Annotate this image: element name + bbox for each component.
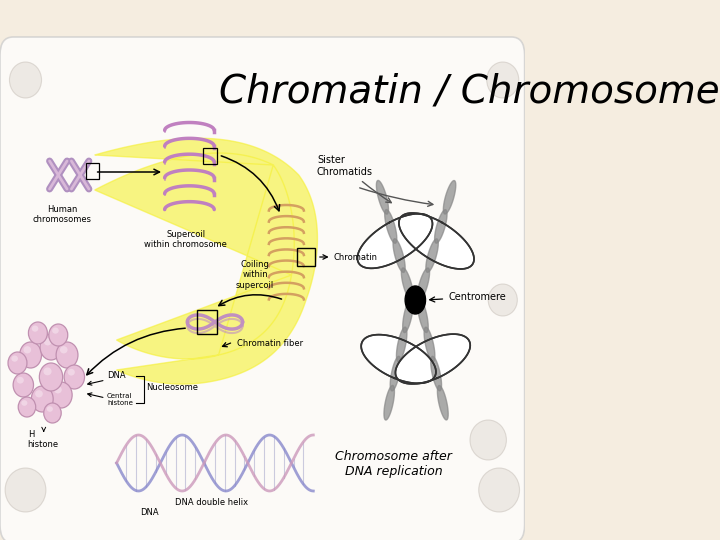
Ellipse shape [22,400,27,406]
Polygon shape [431,356,441,391]
Text: Centromere: Centromere [430,292,506,302]
Polygon shape [401,268,413,301]
Ellipse shape [17,377,24,383]
Polygon shape [417,268,430,301]
Ellipse shape [40,334,62,360]
Ellipse shape [479,468,520,512]
Polygon shape [426,239,438,272]
Text: DNA: DNA [107,372,126,381]
Polygon shape [438,386,449,420]
Polygon shape [95,138,318,384]
Polygon shape [444,180,456,214]
Bar [297,248,315,266]
Ellipse shape [40,363,63,391]
Ellipse shape [32,326,38,332]
Ellipse shape [56,342,78,368]
Ellipse shape [5,468,46,512]
Ellipse shape [8,352,27,374]
Ellipse shape [28,322,48,344]
Ellipse shape [44,403,61,423]
Ellipse shape [12,355,18,362]
Text: Chromatin: Chromatin [333,253,378,261]
Ellipse shape [9,62,42,98]
Text: Sister
Chromatids: Sister Chromatids [317,156,391,202]
Ellipse shape [487,62,519,98]
Ellipse shape [32,386,53,412]
Text: Nucleosome: Nucleosome [145,383,198,393]
Polygon shape [418,298,428,333]
Text: DNA: DNA [140,508,158,517]
Ellipse shape [19,342,42,368]
Polygon shape [357,214,433,268]
Polygon shape [393,239,405,273]
Ellipse shape [52,328,59,334]
Ellipse shape [13,373,34,397]
Text: Chromatin fiber: Chromatin fiber [237,339,303,348]
Text: H
histone: H histone [27,430,59,449]
Bar [202,148,217,164]
Text: Supercoil
within chromosome: Supercoil within chromosome [145,230,228,249]
Polygon shape [402,298,413,333]
Ellipse shape [35,390,42,397]
Polygon shape [384,386,395,420]
Ellipse shape [54,386,62,394]
Polygon shape [361,335,436,383]
Ellipse shape [44,338,52,346]
FancyBboxPatch shape [0,37,525,540]
Polygon shape [435,210,447,243]
Polygon shape [424,327,435,362]
Ellipse shape [43,368,52,375]
Ellipse shape [24,346,31,354]
Ellipse shape [60,346,68,354]
Ellipse shape [470,420,506,460]
Text: Chromosome after
DNA replication: Chromosome after DNA replication [335,450,452,478]
Ellipse shape [49,324,68,346]
Ellipse shape [488,284,518,316]
Polygon shape [377,180,389,214]
Polygon shape [397,327,407,362]
Text: Chromatin / Chromosomes: Chromatin / Chromosomes [219,72,720,110]
Text: Coiling
within
supercoil: Coiling within supercoil [236,260,274,290]
Polygon shape [395,334,470,384]
Text: DNA double helix: DNA double helix [175,498,248,507]
Circle shape [405,286,426,314]
Ellipse shape [18,397,36,417]
Ellipse shape [64,365,84,389]
Bar [197,310,217,334]
Polygon shape [399,213,474,269]
Ellipse shape [68,369,75,375]
Ellipse shape [50,382,72,408]
Text: Human
chromosomes: Human chromosomes [32,205,91,225]
Bar [86,163,99,179]
Polygon shape [390,356,401,391]
Text: Central
histone: Central histone [107,393,133,406]
Ellipse shape [47,406,53,412]
Polygon shape [384,210,397,244]
